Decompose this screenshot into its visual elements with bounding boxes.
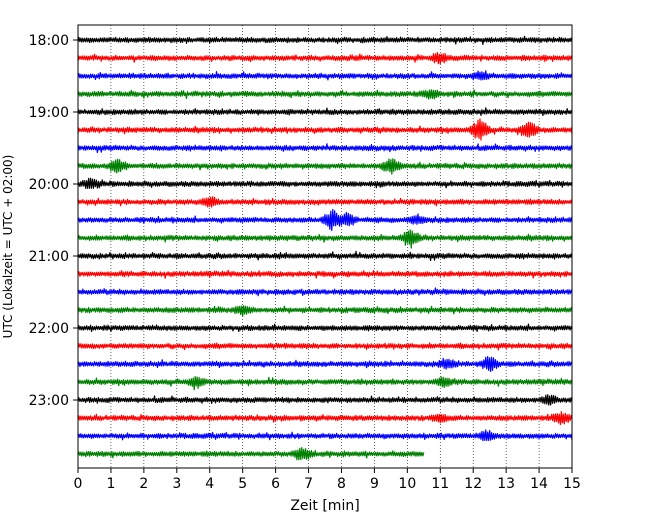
trace-line xyxy=(77,447,425,461)
x-tick-label: 9 xyxy=(370,476,379,492)
trace-line xyxy=(77,375,573,391)
trace-line xyxy=(77,35,573,46)
trace-line xyxy=(77,287,573,297)
trace-line xyxy=(77,107,573,117)
trace-line xyxy=(77,269,573,279)
x-tick-label: 5 xyxy=(238,476,247,492)
trace-line xyxy=(77,411,573,426)
trace-line xyxy=(77,342,573,351)
trace-line xyxy=(77,323,573,333)
x-tick-label: 3 xyxy=(172,476,181,492)
grid-lines xyxy=(110,25,540,468)
trace-line xyxy=(77,51,573,65)
trace-line xyxy=(77,394,573,406)
x-tick-label: 8 xyxy=(337,476,346,492)
y-tick-label: 21:00 xyxy=(29,249,69,265)
x-tick-label: 13 xyxy=(497,476,515,492)
x-tick-label: 11 xyxy=(431,476,449,492)
trace-line xyxy=(77,70,573,81)
trace-group xyxy=(77,35,573,461)
x-tick-label: 2 xyxy=(139,476,148,492)
plot-frame xyxy=(77,24,573,469)
trace-line xyxy=(77,143,573,154)
trace-line xyxy=(77,305,573,317)
trace-line xyxy=(77,229,573,249)
y-tick-label: 23:00 xyxy=(29,393,69,409)
y-tick-label: 20:00 xyxy=(29,177,69,193)
x-tick-label: 6 xyxy=(271,476,280,492)
x-tick-label: 1 xyxy=(106,476,115,492)
trace-line xyxy=(77,356,573,372)
trace-line xyxy=(77,208,573,232)
y-tick-label: 22:00 xyxy=(29,321,69,337)
y-tick-label: 19:00 xyxy=(29,105,69,121)
y-tick-label: 18:00 xyxy=(29,33,69,49)
trace-line xyxy=(77,429,573,442)
x-tick-label: 4 xyxy=(205,476,214,492)
y-axis-ticks: 18:00 19:00 20:00 21:00 22:00 23:00 xyxy=(29,33,78,409)
x-tick-label: 12 xyxy=(464,476,482,492)
x-axis-ticks: 0 1 2 3 4 5 6 7 8 9 10 11 12 13 14 15 xyxy=(74,468,581,492)
trace-line xyxy=(77,250,573,262)
x-tick-label: 7 xyxy=(304,476,313,492)
y-axis-label: UTC (Lokalzeit = UTC + 02:00) xyxy=(1,155,15,339)
trace-line xyxy=(77,196,573,208)
trace-line xyxy=(77,158,573,175)
x-tick-label: 0 xyxy=(74,476,83,492)
x-axis-label: Zeit [min] xyxy=(290,498,359,514)
trace-line xyxy=(77,118,573,141)
x-tick-label: 10 xyxy=(398,476,416,492)
x-tick-label: 14 xyxy=(530,476,548,492)
x-tick-label: 15 xyxy=(563,476,581,492)
trace-line xyxy=(77,89,573,100)
trace-line xyxy=(77,177,573,190)
